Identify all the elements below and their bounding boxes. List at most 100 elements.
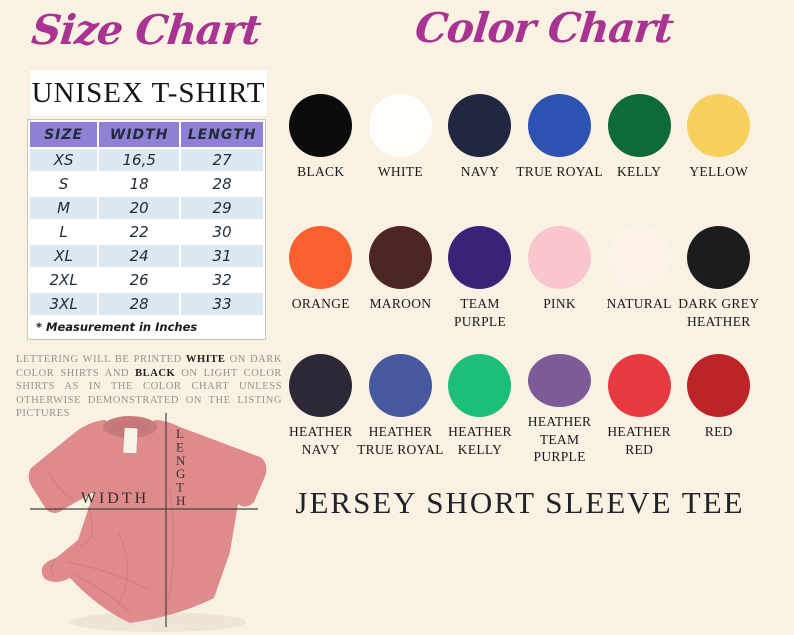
product-type-label: UNISEX T-SHIRT: [31, 76, 266, 109]
size-cell: 27: [181, 149, 263, 171]
size-cell: 24: [99, 245, 180, 267]
color-circle: [448, 94, 512, 157]
note-bold-white: WHITE: [185, 354, 226, 365]
product-type-heading: UNISEX T-SHIRT: [30, 70, 267, 116]
column-header-size: SIZE: [30, 122, 98, 147]
measurement-footnote: * Measurement in Inches: [36, 320, 198, 334]
color-swatch-orange: ORANGE: [276, 226, 366, 354]
color-label: YELLOW: [689, 164, 749, 179]
size-cell: XS: [30, 149, 98, 171]
size-row-xs: XS 16,5 27: [30, 149, 263, 171]
color-label: HEATHER KELLY: [448, 424, 512, 457]
shirt-tag: [123, 427, 138, 454]
color-circle: [687, 94, 751, 157]
column-header-length: LENGTH: [181, 122, 263, 147]
color-swatch-grid: BLACK WHITE NAVY TRUE ROYAL KELLY YELLOW ORANG…: [281, 94, 759, 466]
color-circle: [607, 226, 671, 289]
color-swatch-heather-team-purple: HEATHER TEAM PURPLE: [515, 354, 605, 466]
color-swatch-red: RED: [674, 354, 764, 466]
color-label: TEAM PURPLE: [453, 296, 507, 329]
length-letter: T: [176, 480, 184, 495]
size-table-footnote-row: * Measurement in Inches: [30, 317, 263, 337]
color-circle: [687, 226, 751, 289]
color-label: ORANGE: [291, 296, 350, 311]
color-circle: [368, 94, 432, 157]
color-label: DARK GREY HEATHER: [678, 296, 760, 329]
size-cell: 28: [181, 173, 263, 195]
color-swatch-pink: PINK: [515, 226, 605, 354]
color-swatch-heather-red: HEATHER RED: [594, 354, 684, 466]
fabric-folds: [47, 471, 175, 613]
size-row-2xl: 2XL 26 32: [30, 269, 263, 291]
size-cell: 31: [181, 245, 263, 267]
color-swatch-team-purple: TEAM PURPLE: [435, 226, 525, 354]
length-letter: E: [176, 439, 184, 454]
size-row-m: M 20 29: [30, 197, 263, 219]
color-label: NAVY: [460, 164, 500, 179]
size-cell: 32: [181, 269, 263, 291]
color-label: WHITE: [377, 164, 423, 179]
color-label: NATURAL: [606, 296, 672, 311]
size-cell: L: [30, 221, 98, 243]
color-label: HEATHER TEAM PURPLE: [527, 414, 592, 465]
color-label: TRUE ROYAL: [516, 164, 603, 179]
color-circle: [368, 354, 432, 417]
color-swatch-dark-grey-heather: DARK GREY HEATHER: [674, 226, 764, 354]
size-cell: 3XL: [30, 293, 98, 315]
length-letter: N: [176, 453, 186, 468]
color-label: MAROON: [369, 296, 432, 311]
size-cell: 28: [99, 293, 180, 315]
color-label: HEATHER TRUE ROYAL: [357, 424, 444, 457]
color-swatch-kelly: KELLY: [594, 94, 684, 226]
color-swatch-heather-kelly: HEATHER KELLY: [435, 354, 525, 466]
color-chart-title: Color Chart: [412, 4, 676, 52]
color-circle: [607, 354, 671, 417]
color-label: HEATHER RED: [607, 424, 671, 457]
color-swatch-heather-navy: HEATHER NAVY: [276, 354, 366, 466]
shirt-shadow: [70, 612, 246, 632]
color-swatch-true-royal: TRUE ROYAL: [515, 94, 605, 226]
length-letter: L: [176, 426, 184, 441]
color-circle: [687, 354, 751, 417]
color-circle: [289, 354, 353, 417]
note-text: LETTERING WILL BE PRINTED: [16, 354, 186, 365]
color-label: KELLY: [616, 164, 662, 179]
size-cell: M: [30, 197, 98, 219]
size-cell: 2XL: [30, 269, 98, 291]
color-swatch-yellow: YELLOW: [674, 94, 764, 226]
shirt-measurement-diagram: WIDTH LENGTH: [28, 413, 267, 632]
size-cell: 16,5: [99, 149, 180, 171]
size-row-s: S 18 28: [30, 173, 263, 195]
size-cell: XL: [30, 245, 98, 267]
color-label: PINK: [543, 296, 576, 311]
size-cell: 30: [181, 221, 263, 243]
width-label: WIDTH: [81, 490, 149, 507]
color-circle: [448, 226, 512, 289]
size-row-3xl: 3XL 28 33: [30, 293, 263, 315]
color-label: BLACK: [297, 164, 345, 179]
color-circle: [368, 226, 432, 289]
length-letter: H: [176, 493, 185, 508]
tshirt-graphic: [28, 420, 267, 623]
size-cell: 20: [99, 197, 180, 219]
size-chart-title: Size Chart: [29, 6, 263, 54]
color-circle: [289, 94, 353, 157]
length-letter: G: [176, 466, 185, 481]
length-label: LENGTH: [176, 426, 186, 508]
color-label: HEATHER NAVY: [288, 424, 353, 457]
size-cell: 33: [181, 293, 263, 315]
color-swatch-white: WHITE: [355, 94, 445, 226]
printing-note: LETTERING WILL BE PRINTED WHITE ON DARK …: [16, 353, 282, 421]
color-circle: [289, 226, 353, 289]
column-header-width: WIDTH: [99, 122, 180, 147]
color-swatch-navy: NAVY: [435, 94, 525, 226]
color-circle: [448, 354, 512, 417]
size-row-l: L 22 30: [30, 221, 263, 243]
product-name: JERSEY SHORT SLEEVE TEE: [295, 485, 745, 520]
color-swatch-maroon: MAROON: [355, 226, 445, 354]
size-cell: 22: [99, 221, 180, 243]
size-row-xl: XL 24 31: [30, 245, 263, 267]
note-bold-black: BLACK: [135, 367, 176, 379]
note-text: ON DARK COLOR SHIRTS AND: [16, 354, 282, 379]
color-swatch-natural: NATURAL: [594, 226, 684, 354]
